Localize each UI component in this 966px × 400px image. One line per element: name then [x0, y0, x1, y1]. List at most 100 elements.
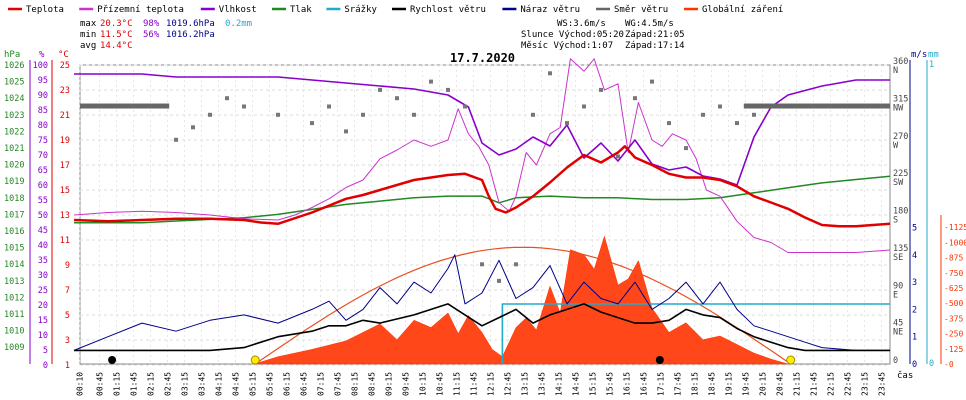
hpa-tick-label: 1022 — [4, 127, 24, 137]
hpa-tick-label: 1009 — [4, 343, 24, 353]
time-tick-label: 05:45 — [266, 372, 275, 396]
wm-tick-label: -750 — [944, 269, 963, 278]
wind-direction-marker — [701, 112, 705, 117]
wind-direction-marker — [395, 96, 399, 101]
time-tick-label: 08:45 — [368, 372, 377, 396]
stat-max-rain: 0.2mm — [225, 19, 252, 29]
wind-direction-marker — [667, 121, 671, 126]
stat-avg-temp: 14.4°C — [100, 41, 133, 51]
pct-tick-label: 65 — [38, 166, 48, 176]
time-tick-label: 18:45 — [708, 372, 717, 396]
wind-direction-marker — [242, 104, 246, 109]
sunset-text: Západ:21:05 — [625, 30, 685, 40]
dir-deg-tick-label: 45 — [893, 319, 903, 329]
dir-compass-tick-label: NE — [893, 328, 903, 338]
wind-speed-line — [74, 303, 890, 352]
stat-min-label: min — [80, 30, 96, 40]
wind-direction-marker — [225, 96, 229, 101]
pct-tick-label: 95 — [38, 76, 48, 86]
deg-tick-label: 7 — [65, 286, 70, 296]
time-tick-label: 09:45 — [402, 372, 411, 396]
ms-tick-label: 0 — [912, 360, 917, 370]
time-tick-label: 22:15 — [827, 372, 836, 396]
time-tick-label: 01:45 — [130, 372, 139, 396]
hpa-tick-label: 1012 — [4, 293, 24, 303]
time-tick-label: 23:15 — [861, 372, 870, 396]
legend-label-7: Směr větru — [614, 5, 668, 15]
time-tick-label: 16:15 — [623, 372, 632, 396]
time-tick-label: 14:45 — [572, 372, 581, 396]
wind-direction-marker — [531, 112, 535, 117]
wm-tick-label: -625 — [944, 284, 963, 293]
pct-tick-label: 60 — [38, 181, 48, 191]
pct-tick-label: 20 — [38, 301, 48, 311]
deg-tick-label: 5 — [65, 311, 70, 321]
sun-moon-info: WS:3.6m/s WG:4.5m/s Slunce Východ:05:20 … — [521, 19, 685, 51]
temperature-line — [73, 145, 891, 228]
legend-label-4: Srážky — [344, 5, 377, 15]
wind-gust-line — [73, 254, 890, 351]
solar-radiation-area — [254, 235, 789, 365]
time-tick-label: 01:15 — [113, 372, 122, 396]
time-tick-label: 10:15 — [419, 372, 428, 396]
ms-tick-label: 5 — [912, 224, 917, 234]
dir-compass-tick-label: SW — [893, 178, 904, 188]
wind-direction-marker — [514, 262, 518, 267]
dir-compass-tick-label: N — [893, 66, 898, 76]
sunrise-text: Slunce Východ:05:20 — [521, 30, 624, 40]
deg-tick-label: 13 — [60, 211, 70, 221]
wind-direction-marker — [310, 121, 314, 126]
pct-tick-label: 35 — [38, 256, 48, 266]
dir-compass-tick-label: W — [893, 141, 899, 151]
dir-compass-tick-label: S — [893, 216, 898, 226]
hpa-tick-label: 1014 — [4, 260, 24, 270]
wind-direction-marker — [327, 104, 331, 109]
time-tick-label: 23:45 — [878, 372, 887, 396]
stat-min-temp: 11.5°C — [100, 30, 133, 40]
wm-tick-label: -1125 — [944, 223, 966, 232]
deg-tick-label: 1 — [65, 361, 70, 371]
hpa-tick-label: 1011 — [4, 310, 24, 320]
time-tick-label: 19:45 — [742, 372, 751, 396]
ms-tick-label: 1 — [912, 333, 917, 343]
wind-direction-marker — [735, 121, 739, 126]
time-tick-label: 06:15 — [283, 372, 292, 396]
time-tick-label: 03:45 — [198, 372, 207, 396]
wind-direction-marker — [276, 112, 280, 117]
time-tick-label: 06:45 — [300, 372, 309, 396]
dir-deg-tick-label: 0 — [893, 356, 898, 366]
hpa-tick-label: 1017 — [4, 210, 24, 220]
hpa-tick-label: 1013 — [4, 277, 24, 287]
hpa-tick-label: 1020 — [4, 161, 24, 171]
time-tick-label: 15:45 — [606, 372, 615, 396]
humidity-line — [74, 73, 890, 186]
wind-direction-marker — [191, 125, 195, 130]
wind-direction-marker — [599, 87, 603, 92]
dir-deg-tick-label: 360 — [893, 57, 908, 67]
ms-axis-title: m/s — [911, 50, 927, 60]
sunrise-marker — [250, 355, 260, 365]
wind-direction-bar — [80, 103, 170, 109]
time-tick-label: 22:45 — [844, 372, 853, 396]
time-tick-label: 12:15 — [487, 372, 496, 396]
hpa-axis-title: hPa — [4, 50, 20, 60]
dir-deg-tick-label: 315 — [893, 94, 908, 104]
time-tick-label: 20:15 — [759, 372, 768, 396]
time-tick-label: 20:45 — [776, 372, 785, 396]
wind-direction-marker — [633, 96, 637, 101]
deg-tick-label: 17 — [60, 161, 70, 171]
wind-direction-marker — [752, 112, 756, 117]
pct-tick-label: 5 — [43, 346, 48, 356]
wg-value: WG:4.5m/s — [625, 19, 674, 29]
ms-tick-label: 3 — [912, 278, 917, 288]
time-tick-label: 04:15 — [215, 372, 224, 396]
legend-label-0: Teplota — [26, 5, 64, 15]
deg-axis-title: °C — [58, 50, 69, 60]
wind-direction-marker — [174, 137, 178, 142]
time-tick-label: 04:45 — [232, 372, 241, 396]
time-tick-label: 19:15 — [725, 372, 734, 396]
wind-direction-bar — [743, 103, 890, 109]
pct-tick-label: 100 — [33, 61, 48, 71]
pct-tick-label: 10 — [38, 331, 48, 341]
